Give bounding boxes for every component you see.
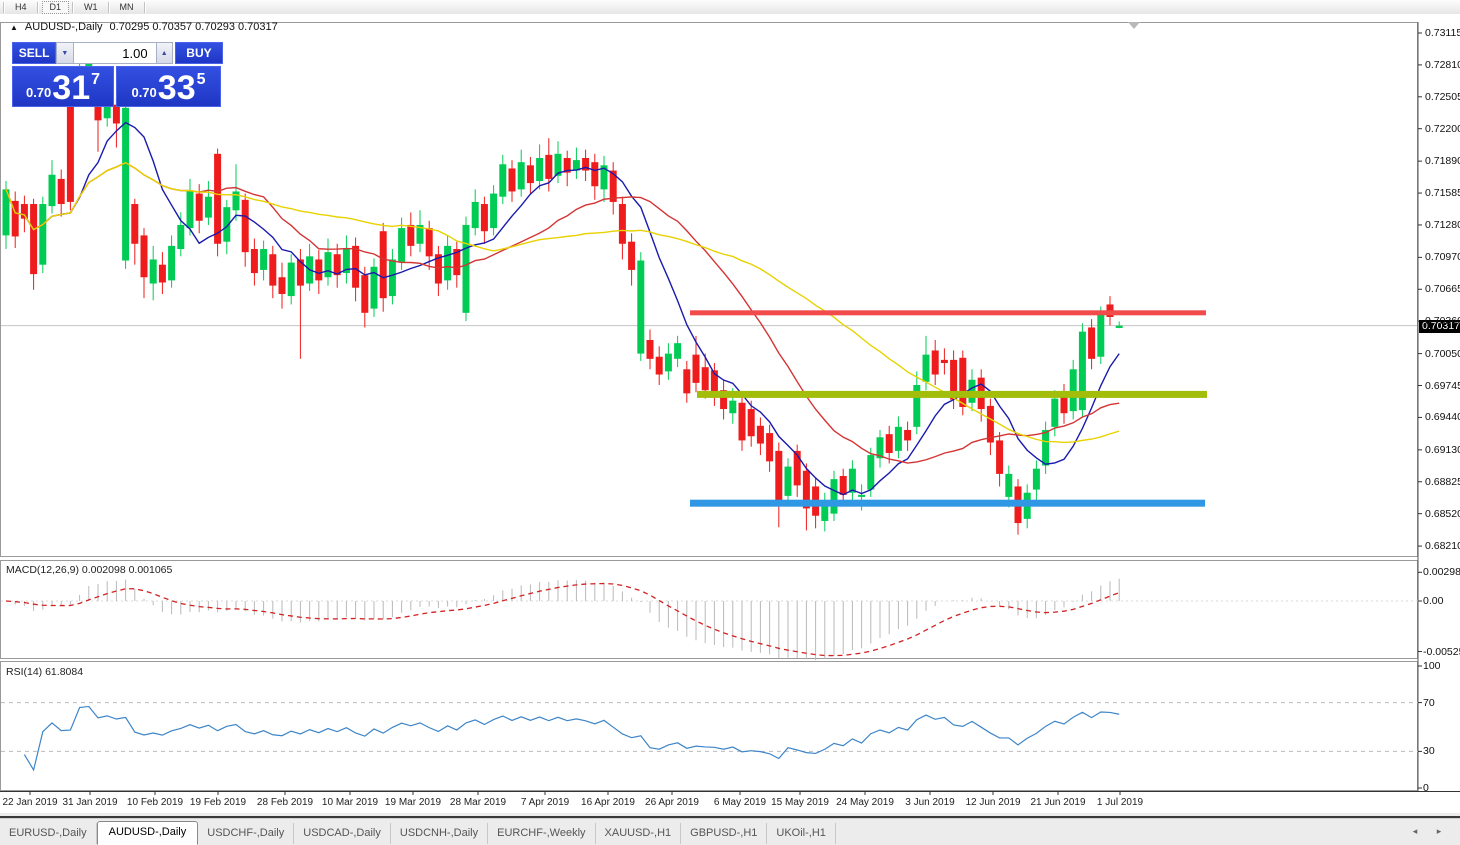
volume-increase-button[interactable]: ▲ [155, 42, 173, 64]
date-axis-label: 10 Mar 2019 [321, 797, 379, 808]
buy-price-pipette: 5 [196, 71, 206, 88]
symbol-header: ▲ AUDUSD-,Daily 0.70295 0.70357 0.70293 … [10, 21, 278, 33]
price-scale-tick: 0.70970 [1425, 251, 1460, 264]
chart-tab-audusd[interactable]: AUDUSD-,Daily [96, 821, 199, 845]
price-scale-tick: 0.72810 [1425, 58, 1460, 71]
chart-shift-marker-icon [1128, 22, 1140, 29]
chart-tab-eurusd[interactable]: EURUSD-,Daily [0, 823, 97, 844]
toolbar-separator [72, 1, 75, 13]
triangle-up-icon: ▲ [10, 22, 18, 32]
buy-price-prefix: 0.70 [131, 85, 157, 100]
chart-tab-xauusd[interactable]: XAUUSD-,H1 [596, 823, 682, 844]
chart-tab-eurchf[interactable]: EURCHF-,Weekly [488, 823, 596, 844]
date-axis-label: 31 Jan 2019 [62, 797, 118, 808]
chart-area[interactable] [0, 14, 1460, 813]
price-scale-tick: 0.70665 [1425, 283, 1460, 296]
timeframe-button-h4[interactable]: H4 [15, 2, 27, 12]
chart-tab-usdchf[interactable]: USDCHF-,Daily [198, 823, 295, 844]
date-axis-label: 24 May 2019 [836, 797, 894, 808]
sell-price-big: 31 [52, 69, 91, 107]
date-axis-label: 21 Jun 2019 [1030, 797, 1086, 808]
window-splitter[interactable] [0, 816, 1460, 818]
price-scale-tick: 0.73115 [1425, 27, 1460, 39]
timeframe-button-d1[interactable]: D1 [41, 0, 70, 14]
date-axis-label: 28 Feb 2019 [256, 797, 314, 808]
symbol-ohlc: 0.70295 0.70357 0.70293 0.70317 [109, 21, 278, 33]
price-scale-tick: 0.70050 [1425, 347, 1460, 360]
chevron-down-icon: ▼ [61, 49, 69, 57]
sell-quote-button[interactable]: 0.70 31 7 [12, 66, 114, 107]
macd-scale-tick: -0.005256 [1423, 645, 1460, 658]
price-scale-tick: 0.70360 [1425, 315, 1460, 328]
macd-scale-tick: 0.00 [1423, 595, 1444, 607]
rsi-indicator-label: RSI(14) 61.8084 [6, 666, 84, 678]
date-axis-label: 19 Feb 2019 [189, 797, 247, 808]
one-click-trade-panel: SELL ▼ ▲ BUY 0.70 31 7 0.70 33 5 [12, 42, 223, 107]
current-price-badge: 0.70317 [1419, 319, 1460, 333]
tab-scroll-left-icon[interactable]: ◂ [1412, 825, 1418, 836]
date-axis-label: 22 Jan 2019 [2, 797, 58, 808]
price-scale-tick: 0.68210 [1425, 540, 1460, 553]
price-scale-tick: 0.72505 [1425, 90, 1460, 103]
macd-scale-tick: 0.002984 [1423, 566, 1460, 579]
rsi-scale-tick: 70 [1423, 696, 1435, 709]
timeframe-button-w1[interactable]: W1 [84, 2, 98, 12]
price-scale-tick: 0.69130 [1425, 443, 1460, 456]
date-axis-label: 7 Apr 2019 [520, 797, 570, 808]
date-axis-label: 1 Jul 2019 [1096, 797, 1144, 808]
toolbar-separator [107, 1, 110, 13]
date-axis-label: 16 Apr 2019 [581, 797, 635, 808]
symbol-title: AUDUSD-,Daily [24, 21, 103, 33]
price-scale-tick: 0.68520 [1425, 507, 1460, 520]
sell-button[interactable]: SELL [12, 42, 57, 64]
chart-tab-gbpusd[interactable]: GBPUSD-,H1 [681, 823, 768, 844]
price-scale-tick: 0.72200 [1425, 122, 1460, 135]
quote-row: 0.70 31 7 0.70 33 5 [12, 66, 223, 107]
chart-tab-bar: EURUSD-,Daily AUDUSD-,Daily USDCHF-,Daily U… [0, 818, 1460, 845]
tab-scroll-right-icon[interactable]: ▸ [1436, 825, 1442, 836]
buy-price-big: 33 [157, 69, 196, 107]
price-scale-tick: 0.69440 [1425, 411, 1460, 424]
rsi-scale-tick: 100 [1423, 660, 1441, 672]
price-scale-tick: 0.71280 [1425, 218, 1460, 231]
toolbar-separator [36, 1, 39, 13]
chart-tab-usdcad[interactable]: USDCAD-,Daily [294, 823, 391, 844]
price-scale-tick: 0.71585 [1425, 187, 1460, 200]
rsi-scale-tick: 0 [1423, 782, 1429, 794]
price-scale-tick: 0.69745 [1425, 379, 1460, 392]
volume-input[interactable] [73, 42, 156, 64]
buy-quote-button[interactable]: 0.70 33 5 [116, 66, 221, 107]
date-axis-label: 15 May 2019 [771, 797, 829, 808]
toolbar-separator [3, 1, 5, 13]
chart-tab-usdcnh[interactable]: USDCNH-,Daily [391, 823, 489, 844]
timeframe-toolbar: H4 D1 W1 MN [0, 0, 1460, 15]
sell-price-pipette: 7 [91, 71, 101, 88]
tab-scroll-arrows: ◂ ▸ [1408, 824, 1446, 838]
chevron-up-icon: ▲ [160, 49, 168, 57]
volume-decrease-button[interactable]: ▼ [56, 42, 74, 64]
date-axis-label: 26 Apr 2019 [645, 797, 699, 808]
price-chart-canvas[interactable] [0, 14, 1460, 813]
macd-indicator-label: MACD(12,26,9) 0.002098 0.001065 [6, 564, 173, 576]
trade-controls-row: SELL ▼ ▲ BUY [12, 42, 223, 64]
date-axis-label: 10 Feb 2019 [126, 797, 184, 808]
date-axis-label: 3 Jun 2019 [905, 797, 955, 808]
toolbar-separator [143, 1, 146, 13]
date-axis-label: 12 Jun 2019 [965, 797, 1021, 808]
chart-tab-ukoil[interactable]: UKOil-,H1 [767, 823, 836, 844]
sell-price-prefix: 0.70 [25, 85, 52, 100]
rsi-scale-tick: 30 [1423, 745, 1435, 758]
date-axis-label: 19 Mar 2019 [384, 797, 442, 808]
date-axis-label: 6 May 2019 [713, 797, 767, 808]
buy-button[interactable]: BUY [174, 42, 223, 64]
price-scale-tick: 0.68825 [1425, 475, 1460, 488]
price-scale-tick: 0.71890 [1425, 155, 1460, 168]
timeframe-button-mn[interactable]: MN [119, 2, 134, 12]
date-axis-label: 28 Mar 2019 [449, 797, 507, 808]
